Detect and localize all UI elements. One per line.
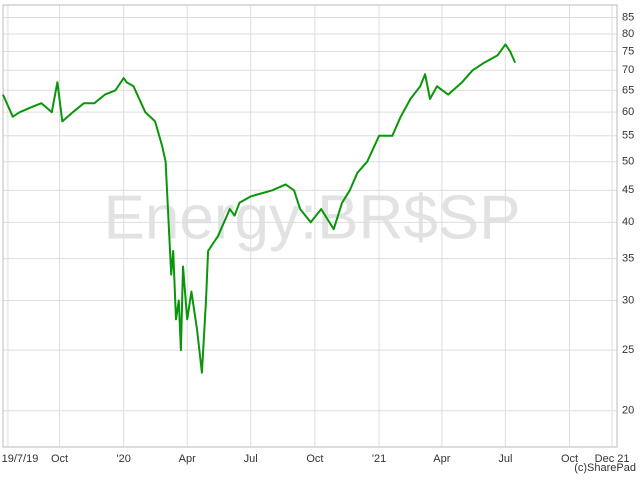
watermark: Energy:BR$SP [104,183,521,252]
x-tick-label: Apr [433,453,450,465]
x-tick-label: Oct [306,453,323,465]
x-tick-label: Oct [51,453,68,465]
price-line [2,43,517,374]
y-tick-label: 25 [622,344,634,356]
y-tick-label: 70 [622,64,634,76]
y-tick-label: 60 [622,106,634,118]
y-tick-label: 20 [622,405,634,417]
y-tick-label: 50 [622,156,634,168]
y-tick-label: 80 [622,28,634,40]
x-tick-label: '20 [117,453,131,465]
y-tick-label: 75 [622,45,634,57]
x-tick-label: '21 [372,453,386,465]
y-tick-label: 45 [622,184,634,196]
x-tick-label: Jul [244,453,258,465]
y-tick-label: 40 [622,216,634,228]
plot-frame [2,4,618,448]
x-tick-label: 19/7/19 [2,453,39,465]
y-tick-label: 35 [622,253,634,265]
y-tick-label: 65 [622,84,634,96]
credit: (c)SharePad [574,462,636,474]
x-tick-label: Apr [179,453,196,465]
y-tick-label: 30 [622,294,634,306]
y-tick-label: 85 [622,11,634,23]
x-tick-label: Dec 21 [595,453,630,465]
x-tick-label: Oct [561,453,578,465]
x-tick-label: Jul [498,453,512,465]
y-tick-label: 55 [622,130,634,142]
